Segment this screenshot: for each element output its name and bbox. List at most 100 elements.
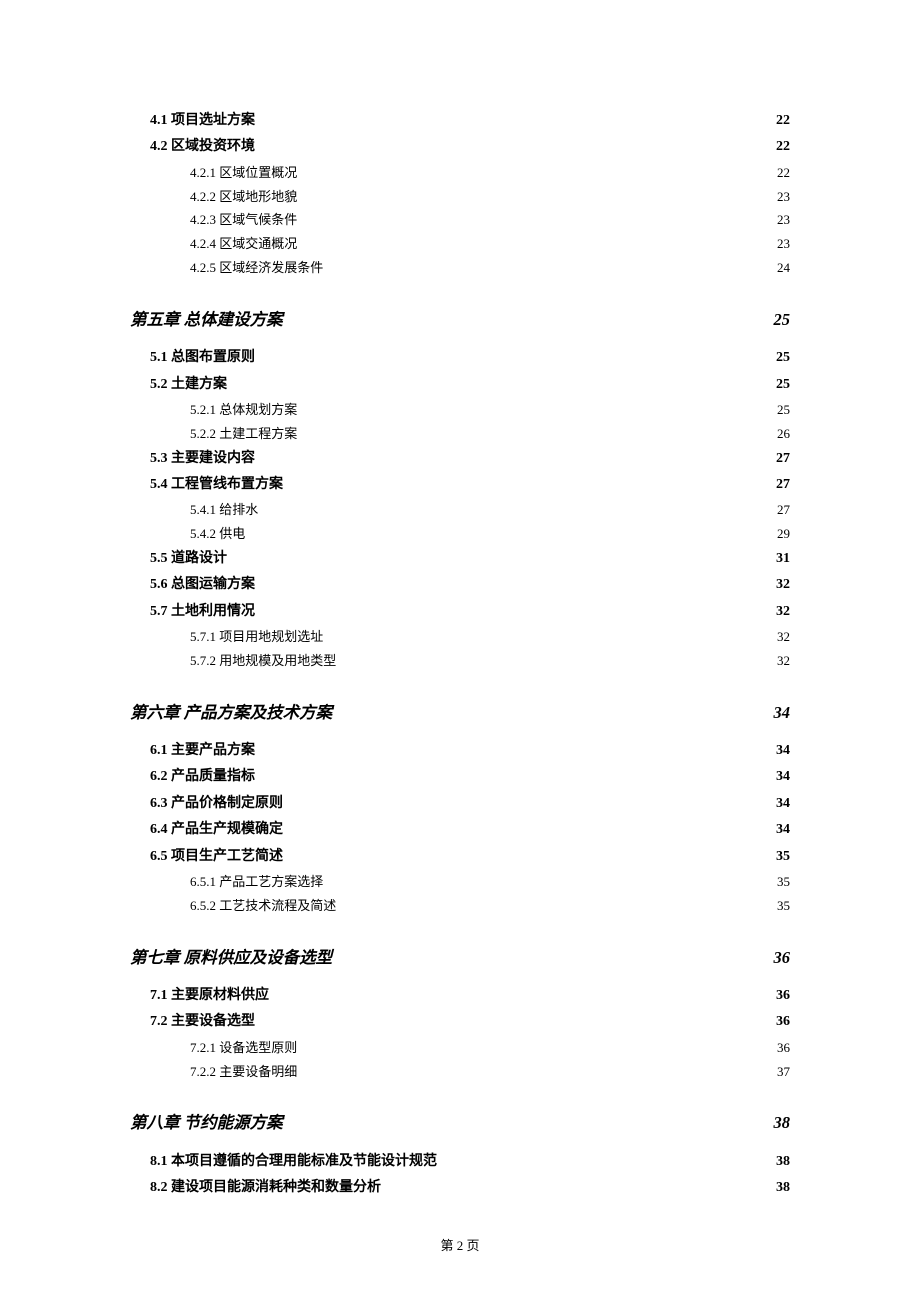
toc-entry: 7.1 主要原材料供应36 <box>150 985 790 1007</box>
toc-entry: 第七章 原料供应及设备选型 36 <box>130 945 790 971</box>
toc-entry: 4.2 区域投资环境 22 <box>150 136 790 158</box>
toc-page: 27 <box>776 448 790 470</box>
toc-entry: 6.2 产品质量指标 34 <box>150 766 790 788</box>
toc-page: 23 <box>777 187 790 208</box>
toc-label: 5.6 总图运输方案 <box>150 574 255 596</box>
toc-entry: 7.2 主要设备选型 36 <box>150 1011 790 1033</box>
toc-page: 34 <box>776 793 790 815</box>
toc-label: 4.2.5 区域经济发展条件 <box>190 258 323 279</box>
toc-entry: 5.5 道路设计 31 <box>150 548 790 570</box>
toc-label: 7.2.1 设备选型原则 <box>190 1038 297 1059</box>
toc-label: 第六章 产品方案及技术方案 <box>130 700 332 726</box>
toc-page: 25 <box>776 374 790 396</box>
toc-entry: 5.7.1 项目用地规划选址 32 <box>190 627 790 648</box>
toc-entry: 第六章 产品方案及技术方案 34 <box>130 700 790 726</box>
toc-label: 第七章 原料供应及设备选型 <box>130 945 332 971</box>
toc-page: 36 <box>776 1011 790 1033</box>
toc-entry: 6.4 产品生产规模确定34 <box>150 819 790 841</box>
toc-page: 34 <box>776 766 790 788</box>
toc-label: 5.7.1 项目用地规划选址 <box>190 627 323 648</box>
toc-entry: 6.3 产品价格制定原则 34 <box>150 793 790 815</box>
toc-entry: 5.3 主要建设内容 27 <box>150 448 790 470</box>
toc-page: 25 <box>776 347 790 369</box>
toc-label: 7.2 主要设备选型 <box>150 1011 255 1033</box>
toc-entry: 8.2 建设项目能源消耗种类和数量分析38 <box>150 1177 790 1199</box>
toc-label: 6.2 产品质量指标 <box>150 766 255 788</box>
toc-entry: 6.5 项目生产工艺简述 35 <box>150 846 790 868</box>
toc-page: 35 <box>777 896 790 917</box>
toc-entry: 第八章 节约能源方案 38 <box>130 1110 790 1136</box>
toc-entry: 5.2.2 土建工程方案 26 <box>190 424 790 445</box>
toc-label: 5.3 主要建设内容 <box>150 448 255 470</box>
toc-page: 34 <box>776 819 790 841</box>
toc-label: 6.1 主要产品方案 <box>150 740 255 762</box>
toc-page: 25 <box>774 307 791 333</box>
toc-entry: 4.2.1 区域位置概况22 <box>190 163 790 184</box>
toc-label: 4.2.4 区域交通概况 <box>190 234 297 255</box>
toc-label: 5.4 工程管线布置方案 <box>150 474 283 496</box>
toc-label: 7.2.2 主要设备明细 <box>190 1062 297 1083</box>
toc-label: 5.2 土建方案 <box>150 374 227 396</box>
toc-entry: 5.7.2 用地规模及用地类型 32 <box>190 651 790 672</box>
page-footer: 第 2 页 <box>0 1235 920 1254</box>
toc-page: 22 <box>776 110 790 132</box>
toc-label: 4.2.2 区域地形地貌 <box>190 187 297 208</box>
toc-entry: 5.6 总图运输方案 32 <box>150 574 790 596</box>
toc-label: 5.2.2 土建工程方案 <box>190 424 297 445</box>
toc-label: 6.5.2 工艺技术流程及简述 <box>190 896 336 917</box>
toc-label: 6.3 产品价格制定原则 <box>150 793 283 815</box>
toc-label: 8.2 建设项目能源消耗种类和数量分析 <box>150 1177 381 1199</box>
toc-entry: 5.4.2 供电 29 <box>190 524 790 545</box>
toc-container: 4.1 项目选址方案224.2 区域投资环境224.2.1 区域位置概况224.… <box>130 110 790 1200</box>
toc-page: 26 <box>777 424 790 445</box>
toc-entry: 4.1 项目选址方案 22 <box>150 110 790 132</box>
toc-entry: 5.2.1 总体规划方案 25 <box>190 400 790 421</box>
toc-label: 4.2 区域投资环境 <box>150 136 255 158</box>
toc-page: 31 <box>776 548 790 570</box>
toc-label: 4.2.3 区域气候条件 <box>190 210 297 231</box>
toc-label: 5.5 道路设计 <box>150 548 227 570</box>
toc-entry: 5.7 土地利用情况32 <box>150 601 790 623</box>
toc-page: 29 <box>777 524 790 545</box>
toc-entry: 5.1 总图布置原则 25 <box>150 347 790 369</box>
toc-page: 23 <box>777 210 790 231</box>
toc-entry: 4.2.3 区域气候条件 23 <box>190 210 790 231</box>
toc-entry: 4.2.4 区域交通概况 23 <box>190 234 790 255</box>
toc-entry: 7.2.1 设备选型原则 36 <box>190 1038 790 1059</box>
toc-entry: 6.1 主要产品方案 34 <box>150 740 790 762</box>
toc-label: 5.2.1 总体规划方案 <box>190 400 297 421</box>
toc-page: 32 <box>777 627 790 648</box>
toc-entry: 6.5.1 产品工艺方案选择35 <box>190 872 790 893</box>
toc-label: 第八章 节约能源方案 <box>130 1110 283 1136</box>
toc-label: 第五章 总体建设方案 <box>130 307 283 333</box>
toc-label: 5.7.2 用地规模及用地类型 <box>190 651 336 672</box>
toc-entry: 7.2.2 主要设备明细 37 <box>190 1062 790 1083</box>
toc-page: 38 <box>776 1151 790 1173</box>
toc-page: 32 <box>777 651 790 672</box>
toc-label: 5.4.1 给排水 <box>190 500 258 521</box>
toc-page: 34 <box>776 740 790 762</box>
toc-page: 23 <box>777 234 790 255</box>
toc-label: 5.1 总图布置原则 <box>150 347 255 369</box>
toc-label: 5.4.2 供电 <box>190 524 245 545</box>
toc-entry: 4.2.5 区域经济发展条件24 <box>190 258 790 279</box>
toc-entry: 4.2.2 区域地形地貌 23 <box>190 187 790 208</box>
toc-page: 27 <box>777 500 790 521</box>
toc-label: 8.1 本项目遵循的合理用能标准及节能设计规范 <box>150 1151 437 1173</box>
toc-page: 35 <box>776 846 790 868</box>
toc-page: 32 <box>776 601 790 623</box>
toc-page: 37 <box>777 1062 790 1083</box>
toc-page: 35 <box>777 872 790 893</box>
toc-page: 32 <box>776 574 790 596</box>
toc-label: 4.1 项目选址方案 <box>150 110 255 132</box>
toc-page: 27 <box>776 474 790 496</box>
toc-label: 7.1 主要原材料供应 <box>150 985 269 1007</box>
toc-entry: 5.4.1 给排水 27 <box>190 500 790 521</box>
toc-label: 4.2.1 区域位置概况 <box>190 163 297 184</box>
toc-label: 6.5 项目生产工艺简述 <box>150 846 283 868</box>
toc-page: 25 <box>777 400 790 421</box>
toc-page: 22 <box>776 136 790 158</box>
toc-entry: 第五章 总体建设方案 25 <box>130 307 790 333</box>
toc-page: 36 <box>777 1038 790 1059</box>
toc-entry: 8.1 本项目遵循的合理用能标准及节能设计规范 38 <box>150 1151 790 1173</box>
